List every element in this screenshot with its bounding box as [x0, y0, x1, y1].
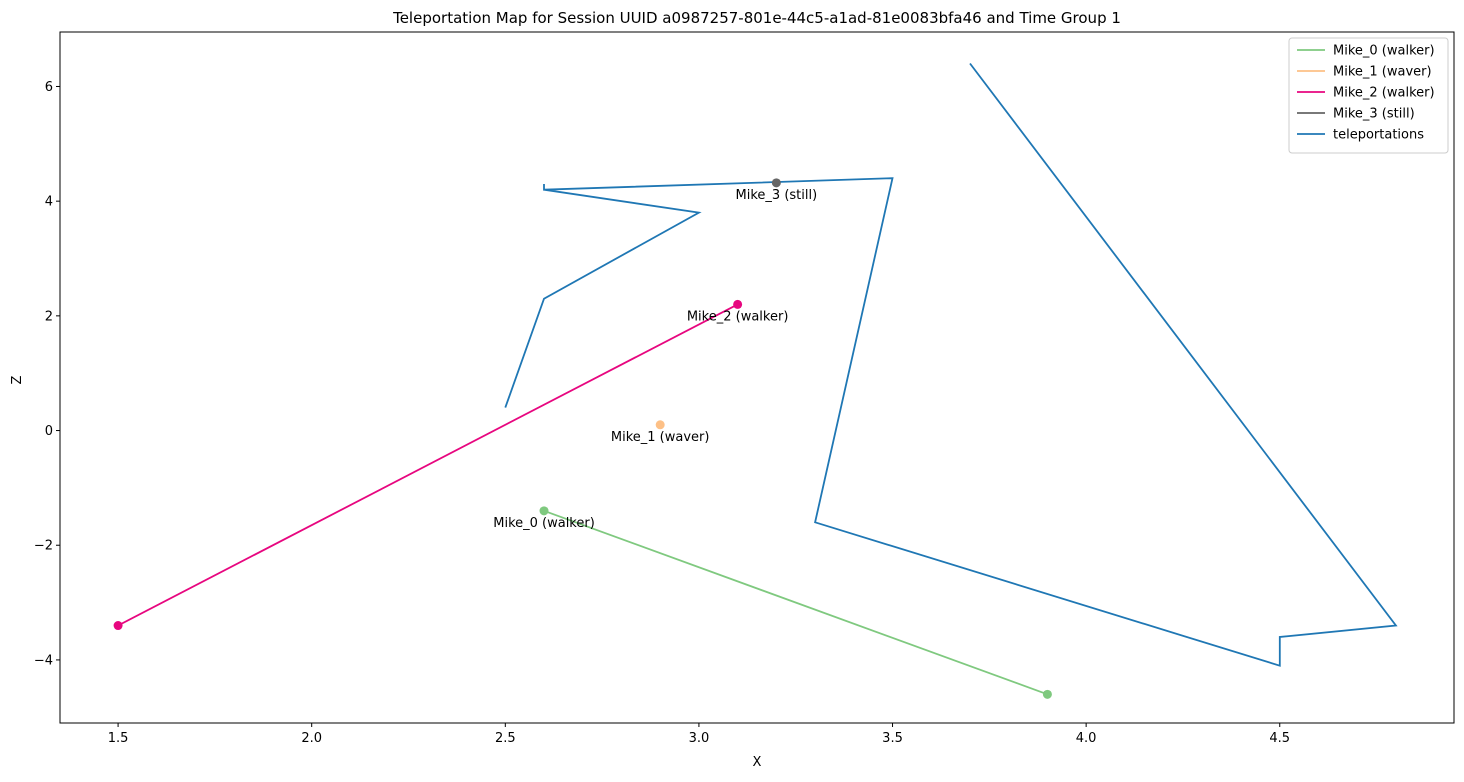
legend-entry-label: Mike_3 (still) — [1333, 107, 1415, 122]
y-tick-label: −4 — [34, 653, 53, 668]
legend-entry-label: Mike_0 (walker) — [1333, 44, 1435, 59]
chart-title: Teleportation Map for Session UUID a0987… — [392, 9, 1121, 27]
y-tick-label: 0 — [45, 424, 53, 439]
y-tick-label: 6 — [45, 80, 53, 95]
series-layer — [113, 62, 1398, 699]
data-point-mike-0-walker — [1042, 689, 1052, 699]
annotation-label-mike-0-walker: Mike_0 (walker) — [493, 516, 595, 531]
data-point-mike-3-still — [771, 178, 781, 188]
legend: Mike_0 (walker) Mike_1 (waver) Mike_2 (wal… — [1288, 37, 1449, 154]
y-axis-label: Z — [10, 375, 25, 384]
x-axis-ticks: 1.5 2.0 2.5 3.0 3.5 4.0 4.5 — [108, 723, 1290, 746]
data-point-mike-2-walker — [733, 299, 743, 309]
data-point-mike-0-walker — [539, 506, 549, 516]
annotation-label-mike-3-still: Mike_3 (still) — [736, 188, 818, 203]
x-tick-label: 4.5 — [1269, 731, 1290, 746]
y-tick-label: 4 — [45, 195, 53, 210]
series-line-mike-0-walker — [543, 509, 1048, 696]
x-tick-label: 3.0 — [689, 731, 710, 746]
x-axis-label: X — [753, 755, 762, 770]
x-tick-label: 1.5 — [108, 731, 129, 746]
series-line-teleportations — [504, 62, 1398, 667]
data-point-mike-2-walker — [113, 621, 123, 631]
plot-frame — [59, 31, 1455, 724]
x-tick-label: 2.0 — [301, 731, 322, 746]
x-tick-label: 2.5 — [495, 731, 516, 746]
annotation-label-mike-1-waver: Mike_1 (waver) — [611, 430, 710, 445]
legend-entry-label: Mike_1 (waver) — [1333, 65, 1432, 80]
annotations-layer: Mike_0 (walker) Mike_1 (waver) Mike_2 (wal… — [493, 188, 817, 531]
data-point-mike-1-waver — [655, 420, 665, 430]
y-axis-ticks: −4 −2 0 2 4 6 — [34, 80, 60, 668]
series-line-mike-2-walker — [117, 303, 739, 627]
legend-entry-label: teleportations — [1333, 128, 1424, 143]
legend-box — [1288, 37, 1449, 154]
legend-entry-label: Mike_2 (walker) — [1333, 86, 1435, 101]
x-tick-label: 3.5 — [882, 731, 903, 746]
y-tick-label: −2 — [34, 539, 53, 554]
x-tick-label: 4.0 — [1076, 731, 1097, 746]
y-tick-label: 2 — [45, 309, 53, 324]
annotation-label-mike-2-walker: Mike_2 (walker) — [687, 309, 789, 324]
